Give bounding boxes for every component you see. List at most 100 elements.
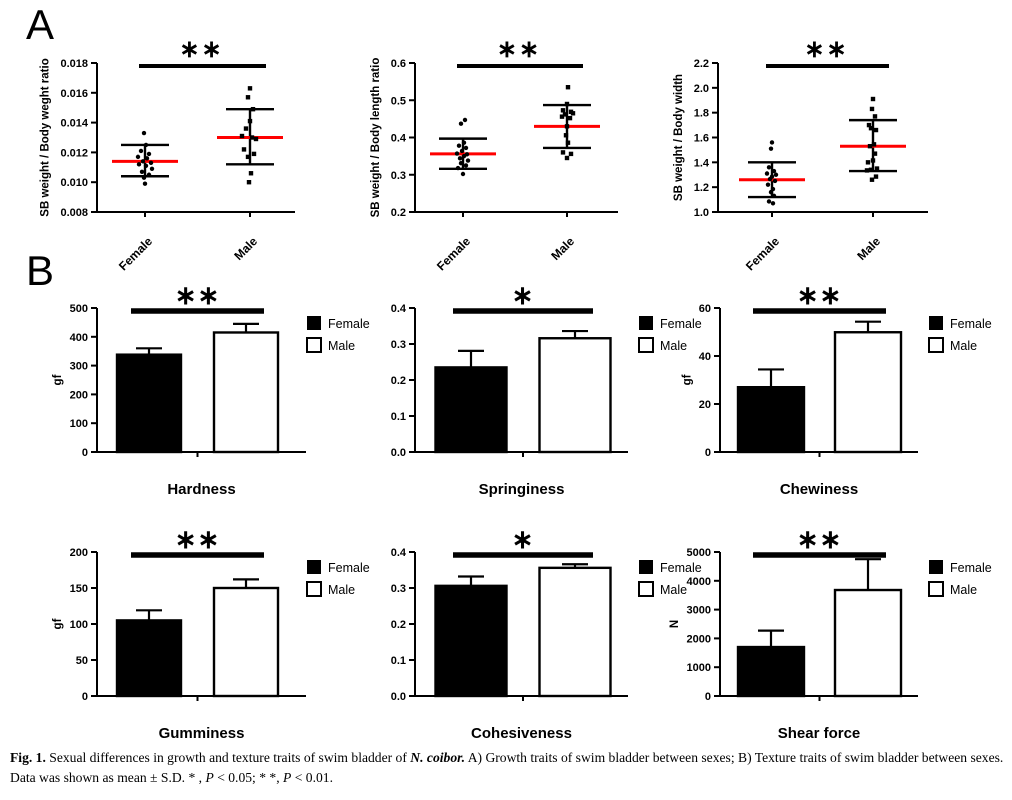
data-point xyxy=(454,151,460,156)
data-point xyxy=(869,177,875,182)
scatter-chart-sb-weight-body-length-ratio: 0.2 0.3 0.4 0.5 0.6 SB weight / Body length r… xyxy=(370,36,618,273)
y-tick-label: 60 xyxy=(699,303,711,315)
chart-title: Springiness xyxy=(479,481,565,498)
significance-asterisks: ∗∗ xyxy=(179,36,223,63)
male-bar xyxy=(212,586,280,698)
data-point xyxy=(456,143,462,148)
y-tick-label: 0 xyxy=(82,447,88,459)
y-tick-label: 0.012 xyxy=(60,147,88,159)
y-tick-label: 400 xyxy=(70,332,88,344)
legend-female-swatch xyxy=(929,316,943,330)
data-point xyxy=(465,158,471,163)
y-tick-label: 2.0 xyxy=(694,83,709,95)
data-point xyxy=(562,112,568,117)
data-point xyxy=(865,160,871,165)
female-bar xyxy=(736,385,806,454)
data-point xyxy=(241,147,247,152)
y-tick-label: 0.5 xyxy=(391,95,406,107)
male-bar xyxy=(212,331,280,454)
y-tick-label: 1.4 xyxy=(694,157,710,169)
data-point xyxy=(141,130,147,136)
legend-male-label: Male xyxy=(660,339,687,353)
data-point xyxy=(243,126,249,131)
data-point xyxy=(245,95,251,100)
data-point xyxy=(143,163,149,169)
data-point xyxy=(460,171,466,177)
y-axis-title: SB weight / Body width xyxy=(673,74,685,201)
data-point xyxy=(149,166,155,171)
data-point xyxy=(136,162,142,167)
y-tick-label: 0.2 xyxy=(391,375,406,387)
data-point xyxy=(458,161,464,166)
caption-segment: P xyxy=(283,770,292,786)
data-point xyxy=(461,140,467,145)
data-point xyxy=(765,182,771,187)
data-point xyxy=(560,150,566,155)
data-point xyxy=(563,133,569,138)
female-bar xyxy=(115,619,183,698)
y-axis-title: gf xyxy=(52,374,64,385)
data-point xyxy=(768,189,774,195)
legend-male-swatch xyxy=(928,581,944,597)
data-point xyxy=(249,135,255,140)
y-tick-label: 0 xyxy=(705,447,711,459)
x-group-label: Female xyxy=(743,234,782,273)
y-tick-label: 0 xyxy=(705,691,711,703)
data-point xyxy=(462,117,468,123)
data-point xyxy=(872,114,878,119)
bar-chart-hardness: 0 100 200 300 400 500 gf ∗∗ Hardness Female Male xyxy=(52,280,370,498)
data-point xyxy=(870,158,876,163)
data-point xyxy=(764,171,770,176)
data-point xyxy=(139,169,145,174)
x-group-label: Male xyxy=(854,234,883,263)
x-group-label: Male xyxy=(231,234,260,263)
y-tick-label: 2000 xyxy=(687,633,711,645)
legend-male-swatch xyxy=(638,581,654,597)
data-point xyxy=(144,156,150,161)
data-point xyxy=(142,181,148,186)
data-point xyxy=(872,151,878,156)
y-tick-label: 500 xyxy=(70,303,88,315)
data-point xyxy=(769,140,775,145)
data-point xyxy=(239,133,245,139)
legend-male-label: Male xyxy=(328,339,355,353)
x-group-label: Male xyxy=(548,234,577,263)
chart-title: Chewiness xyxy=(780,481,858,498)
y-tick-label: 0.3 xyxy=(391,583,406,595)
legend-female-swatch xyxy=(639,560,653,574)
data-point xyxy=(247,118,253,124)
caption-segment: < 0.05; * *, xyxy=(213,770,284,786)
y-tick-label: 40 xyxy=(699,351,711,363)
legend-male-label: Male xyxy=(660,583,687,597)
data-point xyxy=(867,143,873,149)
data-point xyxy=(564,101,570,107)
x-group-label: Female xyxy=(434,234,473,273)
y-axis-title: gf xyxy=(681,374,693,385)
data-point xyxy=(767,176,773,182)
y-tick-label: 0.1 xyxy=(391,411,406,423)
legend-male-swatch xyxy=(638,337,654,353)
y-tick-label: 0.016 xyxy=(60,88,88,100)
data-point xyxy=(457,156,463,161)
data-point xyxy=(463,145,469,151)
data-point xyxy=(771,168,777,174)
legend-female-label: Female xyxy=(950,561,992,575)
legend-male-swatch xyxy=(928,337,944,353)
data-point xyxy=(141,175,147,180)
bar-chart-shear-force: 0 1000 2000 3000 4000 5000 N ∗∗ Shear force Femal… xyxy=(669,524,992,742)
y-tick-label: 1000 xyxy=(687,662,711,674)
data-point xyxy=(771,193,777,199)
significance-asterisks: ∗∗ xyxy=(804,36,848,63)
panel-a-label: A xyxy=(26,1,55,48)
y-tick-label: 50 xyxy=(76,655,88,667)
legend-male-swatch xyxy=(306,337,322,353)
data-point xyxy=(250,106,256,112)
data-point xyxy=(868,125,874,131)
data-point xyxy=(565,85,571,90)
legend-female-label: Female xyxy=(950,317,992,331)
data-point xyxy=(567,115,573,121)
y-tick-label: 0 xyxy=(82,691,88,703)
data-point xyxy=(568,151,574,157)
data-point xyxy=(138,148,144,154)
y-tick-label: 0.2 xyxy=(391,207,406,219)
